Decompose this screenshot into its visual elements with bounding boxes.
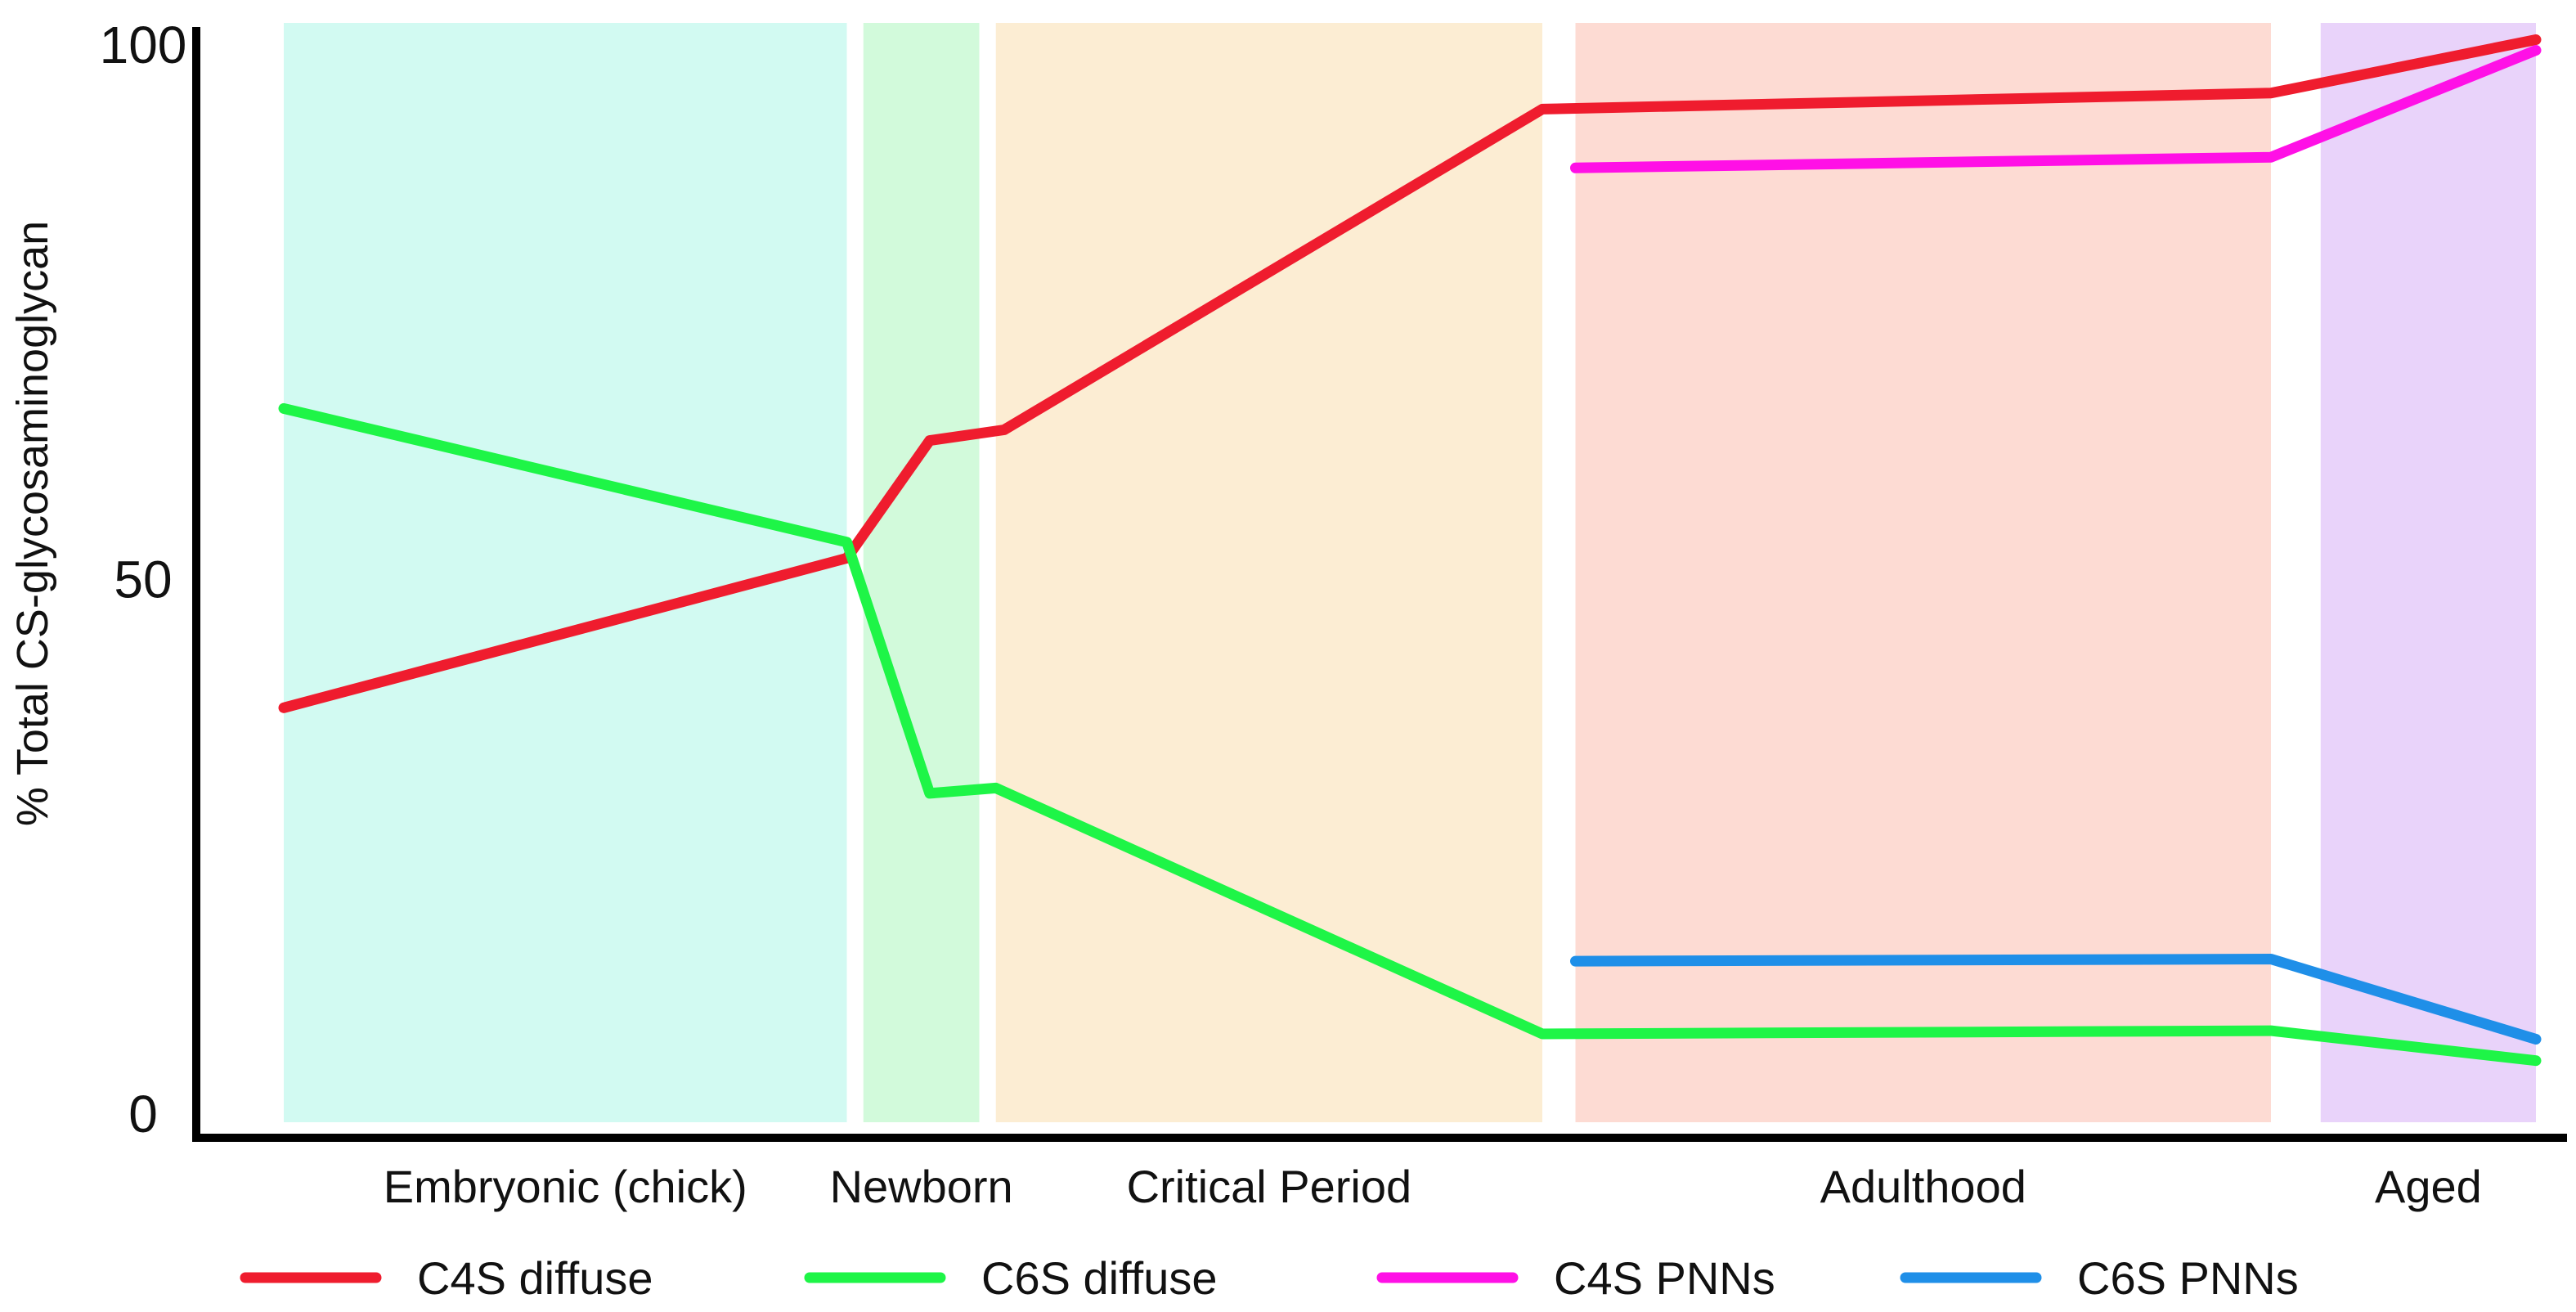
- phase-band-newborn: [863, 23, 980, 1122]
- series-lines: [278, 34, 2542, 1067]
- y-tick-labels: 0 50 100: [100, 16, 187, 1144]
- phase-label-embryonic-chick: Embryonic (chick): [384, 1161, 747, 1212]
- y-tick-label-0: 0: [128, 1085, 158, 1144]
- phase-label-aged: Aged: [2375, 1161, 2482, 1212]
- legend-label-c4s-pnns: C4S PNNs: [1554, 1252, 1775, 1304]
- legend: C4S diffuse C6S diffuse C4S PNNs C6S PNNs: [240, 1252, 2299, 1304]
- legend-label-c6s-diffuse: C6S diffuse: [981, 1252, 1217, 1304]
- axes: [192, 27, 2567, 1142]
- y-tick-label-50: 50: [114, 550, 172, 609]
- phase-label-newborn: Newborn: [830, 1161, 1013, 1212]
- y-tick-label-100: 100: [100, 16, 187, 74]
- phase-label-critical-period: Critical Period: [1127, 1161, 1412, 1212]
- phase-band-critical-period: [995, 23, 1542, 1122]
- series-line-c6s-diffuse: [278, 402, 2542, 1067]
- phase-band-embryonic-chick: [284, 23, 847, 1122]
- phase-band-aged: [2320, 23, 2536, 1122]
- series-line-c6s-pnns: [1570, 954, 2542, 1045]
- legend-label-c6s-pnns: C6S PNNs: [2077, 1252, 2299, 1304]
- y-axis-label: % Total CS-glycosaminoglycan: [8, 221, 57, 826]
- legend-label-c4s-diffuse: C4S diffuse: [417, 1252, 653, 1304]
- phase-labels: Embryonic (chick) Newborn Critical Period A…: [384, 1161, 2482, 1212]
- phase-bands: [284, 23, 2536, 1122]
- series-line-c4s-pnns: [1570, 45, 2542, 173]
- phase-label-adulthood: Adulthood: [1820, 1161, 2026, 1212]
- phase-band-adulthood: [1575, 23, 2271, 1122]
